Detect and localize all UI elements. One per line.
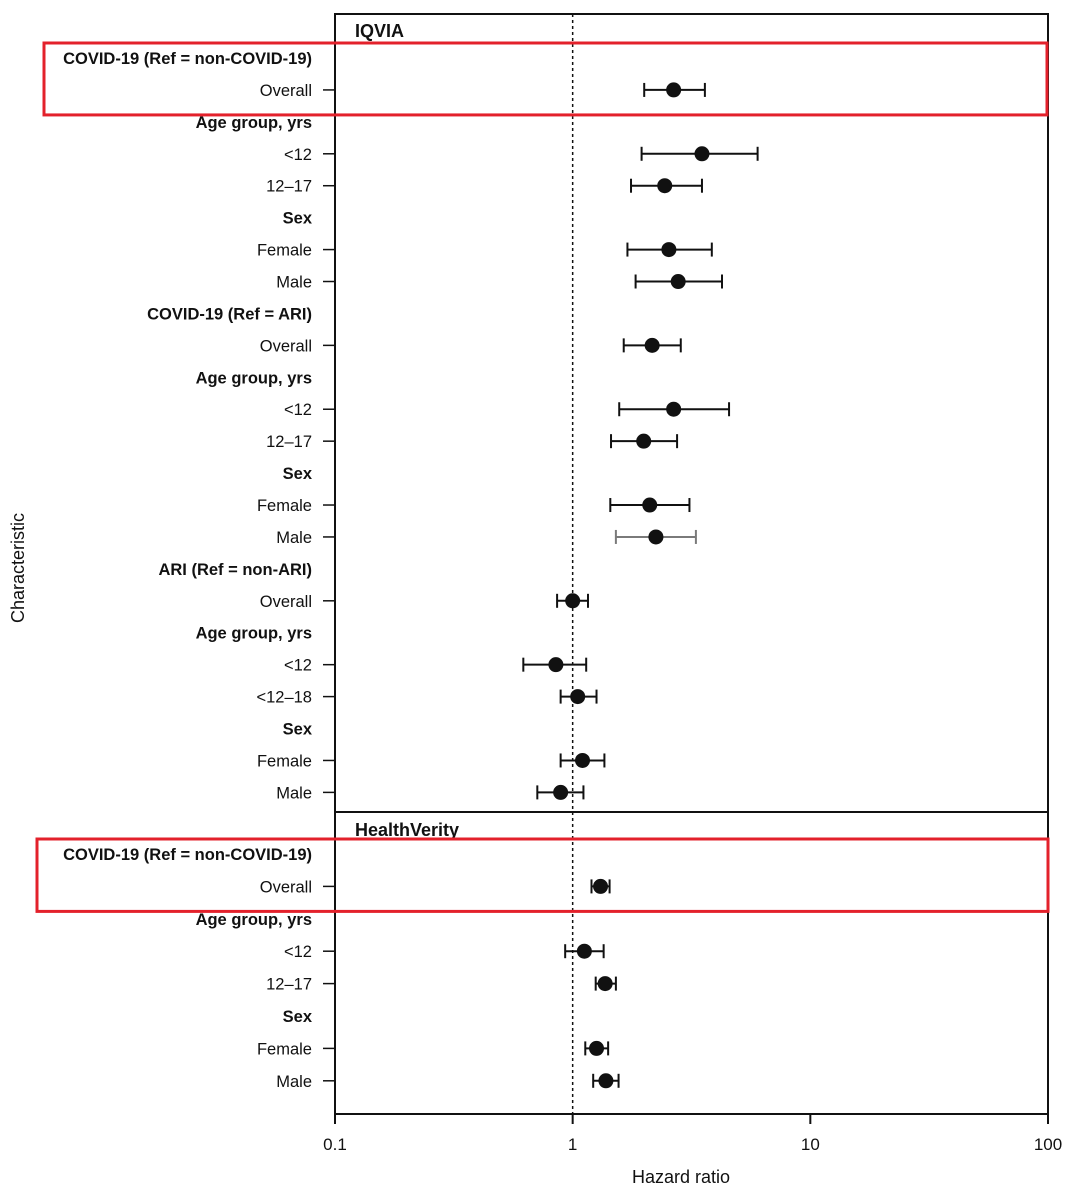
hazard-ratio-point <box>593 878 609 894</box>
hazard-ratio-point <box>661 242 677 258</box>
hazard-ratio-point <box>575 752 591 768</box>
hazard-ratio-point <box>648 529 664 545</box>
row-label: Overall <box>260 593 312 611</box>
plot-frame <box>334 13 1049 1115</box>
group-header: ARI (Ref = non-ARI) <box>158 561 312 579</box>
row-label: Female <box>257 497 312 515</box>
hazard-ratio-point <box>666 82 682 98</box>
row-label: Male <box>276 529 312 547</box>
group-header: Sex <box>283 721 313 739</box>
group-header: Age group, yrs <box>196 369 312 387</box>
hazard-ratio-point <box>576 943 592 959</box>
hazard-ratio-point <box>589 1040 605 1056</box>
x-tick-label: 10 <box>801 1135 820 1154</box>
row-label: Overall <box>260 337 312 355</box>
group-header: Age group, yrs <box>196 114 312 132</box>
group-header: Sex <box>283 1008 313 1026</box>
group-header: Age group, yrs <box>196 911 312 929</box>
panel-title: IQVIA <box>355 21 404 41</box>
group-header: Sex <box>283 465 313 483</box>
row-label: Female <box>257 752 312 770</box>
hazard-ratio-point <box>598 1073 614 1089</box>
row-label: 12–17 <box>266 178 312 196</box>
hazard-ratio-point <box>548 657 564 673</box>
row-label: Male <box>276 274 312 292</box>
hazard-ratio-point <box>553 784 569 800</box>
row-label: Male <box>276 784 312 802</box>
row-label: Overall <box>260 82 312 100</box>
row-label: Overall <box>260 878 312 896</box>
hazard-ratio-point <box>636 433 652 449</box>
row-label: Female <box>257 1040 312 1058</box>
hazard-ratio-point <box>644 337 660 353</box>
row-label: Male <box>276 1073 312 1091</box>
x-axis-title: Hazard ratio <box>632 1167 730 1187</box>
group-header: Sex <box>283 210 313 228</box>
group-header: Age group, yrs <box>196 625 312 643</box>
hazard-ratio-point <box>666 401 682 417</box>
row-label: Female <box>257 242 312 260</box>
hazard-ratio-point <box>642 497 658 513</box>
panel-title: HealthVerity <box>355 820 459 840</box>
hazard-ratio-point <box>657 178 673 194</box>
row-label: <12 <box>284 943 312 961</box>
hazard-ratio-point <box>694 146 710 162</box>
row-label: 12–17 <box>266 976 312 994</box>
hazard-ratio-point <box>597 976 613 992</box>
row-label: <12–18 <box>256 689 312 707</box>
hazard-ratio-point <box>670 274 686 290</box>
row-label: <12 <box>284 657 312 675</box>
group-header: COVID-19 (Ref = non-COVID-19) <box>63 50 312 68</box>
x-tick-label: 1 <box>568 1135 577 1154</box>
row-label: <12 <box>284 146 312 164</box>
x-tick-label: 100 <box>1034 1135 1062 1154</box>
x-tick-label: 0.1 <box>323 1135 347 1154</box>
row-label: <12 <box>284 401 312 419</box>
group-header: COVID-19 (Ref = ARI) <box>147 305 312 323</box>
hazard-ratio-point <box>565 593 581 609</box>
y-axis-title: Characteristic <box>8 513 28 623</box>
group-header: COVID-19 (Ref = non-COVID-19) <box>63 846 312 864</box>
hazard-ratio-point <box>570 689 586 705</box>
highlight-box <box>35 837 1050 913</box>
highlight-box <box>42 41 1049 117</box>
row-label: 12–17 <box>266 433 312 451</box>
